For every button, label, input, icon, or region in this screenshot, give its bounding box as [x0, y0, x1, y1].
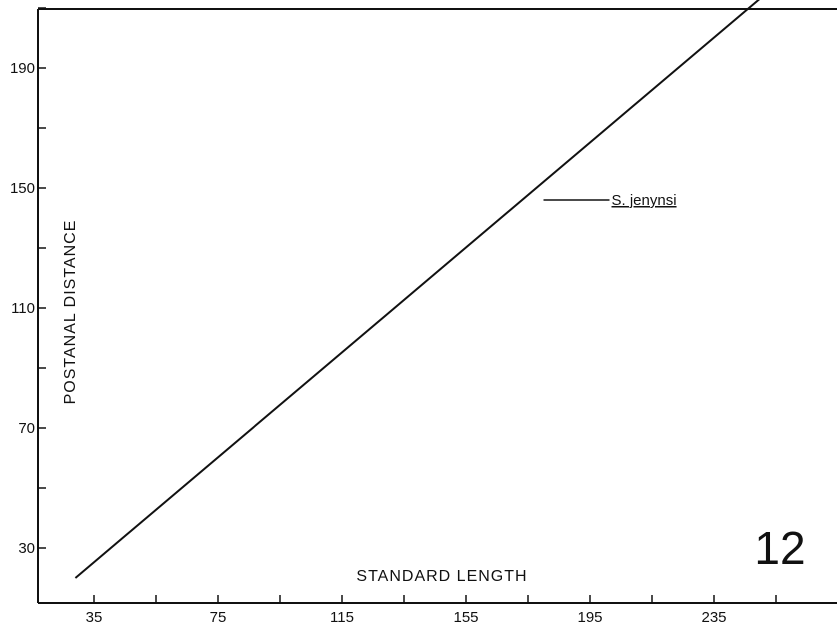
x-tick-label: 75 [210, 609, 227, 623]
y-tick-label: 30 [18, 540, 35, 557]
annotation-layer: S. jenynsi [543, 192, 677, 209]
y-tick-label: 150 [10, 180, 35, 197]
x-tick-label: 155 [453, 609, 478, 623]
y-tick-label: 190 [10, 60, 35, 77]
x-tick-label: 195 [577, 609, 602, 623]
series-label: S. jenynsi [612, 192, 677, 209]
series-layer [74, 0, 760, 579]
y-tick-label: 70 [18, 420, 35, 437]
x-ticks: 35 75 115 155 195 235 [86, 595, 777, 623]
x-tick-label: 35 [86, 609, 103, 623]
figure-number: 12 [754, 522, 805, 574]
plot-frame [37, 8, 837, 604]
y-axis-title: POSTANAL DISTANCE [62, 220, 79, 405]
regression-line [74, 0, 760, 579]
x-tick-label: 235 [701, 609, 726, 623]
y-ticks: 30 70 110 150 190 [10, 7, 46, 557]
y-tick-label: 110 [11, 300, 35, 317]
x-tick-label: 115 [330, 609, 354, 623]
x-axis-title: STANDARD LENGTH [356, 568, 527, 585]
